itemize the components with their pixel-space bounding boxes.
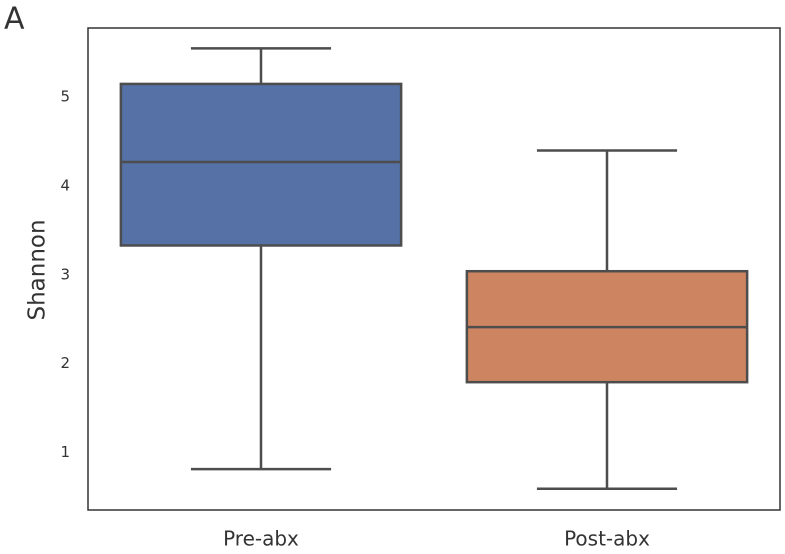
y-axis-label: Shannon [25,219,51,320]
y-tick-label: 1 [60,443,70,461]
panel-label: A [4,2,25,37]
box [119,82,403,247]
y-tick-label: 5 [60,88,70,106]
x-tick-label: Post-abx [564,527,650,551]
plot-frame [87,27,781,511]
y-tick-label: 3 [60,265,70,283]
x-tick-label: Pre-abx [223,527,299,551]
y-tick-label: 2 [60,354,70,372]
y-tick-label: 4 [60,177,70,195]
